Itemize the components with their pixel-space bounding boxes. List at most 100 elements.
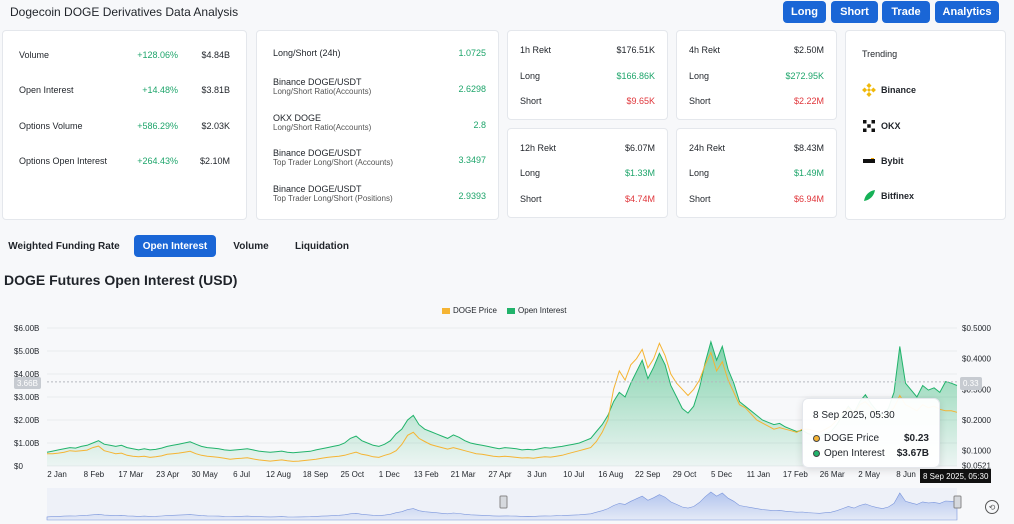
legend-swatch [507,307,516,314]
x-tick-label: 30 May [192,470,218,479]
analytics-button[interactable]: Analytics [935,1,999,23]
rekt-card-24h: 24h Rekt $8.43M Long $1.49M Short $6.94M [676,128,837,218]
y-right-tick-label: $0.4000 [962,355,991,364]
trade-button[interactable]: Trade [882,1,930,23]
short-button[interactable]: Short [831,1,878,23]
rekt-card-1h: 1h Rekt $176.51K Long $166.86K Short $9.65K [507,30,668,120]
trending-title: Trending [862,49,898,59]
y-left-tick-label: $5.00B [14,347,39,356]
x-tick-label: 22 Sep [635,470,661,479]
long-short-name: Binance DOGE/USDT [273,184,362,194]
long-short-sub: Top Trader Long/Short (Accounts) [273,158,394,167]
rekt-short-label: Short [689,96,711,106]
overview-value: $3.81B [201,85,230,95]
navigator-area [46,491,958,521]
legend-item-oi[interactable]: Open Interest [507,306,567,315]
rekt-long-row: Long $166.86K [520,71,655,81]
x-tick-label: 25 Oct [341,470,365,479]
trending-item-bitfinex[interactable]: Bitfinex [862,189,914,203]
x-tick-label: 11 Jan [747,470,770,479]
navigator-handle-left[interactable] [499,495,508,509]
rekt-short-row: Short $6.94M [689,194,824,204]
crosshair-date: 8 Sep 2025, 05:30 [920,469,992,483]
overview-value: $2.10M [199,156,230,166]
long-short-item: OKX DOGE Long/Short Ratio(Accounts) 2.8 [273,113,486,132]
y-right-tick-label: $0.5000 [962,324,991,333]
y-left-tick-label: $4.00B [14,370,39,379]
rekt-long-label: Long [689,168,710,178]
rekt-short: $6.94M [793,194,824,204]
x-tick-label: 29 Oct [673,470,697,479]
rekt-short-row: Short $4.74M [520,194,655,204]
trending-item-bybit[interactable]: Bybit [862,154,904,168]
overview-value: $4.84B [201,50,230,60]
long-short-card: Long/Short (24h) 1.0725 Binance DOGE/USD… [256,30,499,220]
overview-card: Volume +128.06% $4.84B Open Interest +14… [2,30,247,220]
long-short-value: 2.9393 [458,191,486,201]
chart-legend: DOGE Price Open Interest [442,306,567,315]
tab-weighted-funding-rate[interactable]: Weighted Funding Rate [8,240,120,252]
overview-change: +264.43% [137,156,178,166]
long-short-sub: Top Trader Long/Short (Positions) [273,194,393,203]
page-title: Dogecoin DOGE Derivatives Data Analysis [10,5,239,19]
x-tick-label: 17 Feb [783,470,808,479]
y-right-tick-label: $0.0521 [962,461,991,470]
rekt-short-label: Short [520,96,542,106]
rekt-long: $166.86K [616,71,655,81]
overview-label: Open Interest [19,85,74,95]
trending-name: OKX [881,121,901,131]
long-short-name: Long/Short (24h) [273,48,341,58]
x-tick-label: 26 Mar [820,470,845,479]
rekt-long: $1.49M [793,168,824,178]
rekt-title: 4h Rekt [689,45,721,55]
y-left-tick-label: $1.00B [14,439,39,448]
binance-icon [862,83,876,97]
oi-dot-icon [813,450,820,457]
tooltip-price-value: $0.23 [903,433,929,444]
y-left-tick-label: $3.00B [14,393,39,402]
x-tick-label: 6 Jul [233,470,250,479]
tab-liquidation[interactable]: Liquidation [295,240,349,252]
rekt-short-row: Short $9.65K [520,96,655,106]
long-short-name: OKX DOGE [273,113,322,123]
trending-card: Trending Binance OKX Bybit [845,30,1006,220]
overview-row: Options Open Interest +264.43% $2.10M [3,154,246,168]
x-tick-label: 10 Jul [563,470,585,479]
long-short-sub: Long/Short Ratio(Accounts) [273,123,372,132]
rekt-long-label: Long [520,168,541,178]
x-tick-label: 5 Dec [711,470,732,479]
long-button[interactable]: Long [783,1,826,23]
reset-zoom-icon[interactable]: ⟲ [985,500,999,514]
long-short-item: Long/Short (24h) 1.0725 [273,48,486,58]
overview-value: $2.03K [201,121,230,131]
rekt-long-row: Long $1.33M [520,168,655,178]
long-short-item: Binance DOGE/USDT Top Trader Long/Short … [273,148,486,167]
bitfinex-icon [864,190,875,201]
overview-change: +586.29% [137,121,178,131]
rekt-short: $2.22M [793,96,824,106]
tab-volume[interactable]: Volume [233,240,269,252]
x-tick-label: 2 Jan [47,470,67,479]
x-tick-label: 17 Mar [118,470,143,479]
navigator-handle-right[interactable] [953,495,962,509]
rekt-card-12h: 12h Rekt $6.07M Long $1.33M Short $4.74M [507,128,668,218]
x-tick-label: 2 May [858,470,880,479]
rekt-long: $272.95K [785,71,824,81]
overview-label: Options Volume [19,121,83,131]
tab-open-interest[interactable]: Open Interest [134,235,216,257]
legend-item-price[interactable]: DOGE Price [442,306,497,315]
tooltip-date: 8 Sep 2025, 05:30 [813,410,895,421]
y-left-tick-label: $6.00B [14,324,39,333]
trending-item-okx[interactable]: OKX [862,119,901,133]
top-bar: Dogecoin DOGE Derivatives Data Analysis … [0,0,1014,26]
rekt-short: $4.74M [624,194,655,204]
crosshair-right-value: 0.33 [960,377,982,390]
legend-swatch [442,307,450,314]
trending-item-binance[interactable]: Binance [862,83,916,97]
y-left-tick-label: $0 [14,462,23,471]
rekt-total: $2.50M [793,45,824,55]
long-short-value: 2.8 [473,120,486,130]
rekt-long-label: Long [689,71,710,81]
tooltip-oi-row: Open Interest $3.67B [813,448,929,459]
overview-label: Volume [19,50,50,60]
